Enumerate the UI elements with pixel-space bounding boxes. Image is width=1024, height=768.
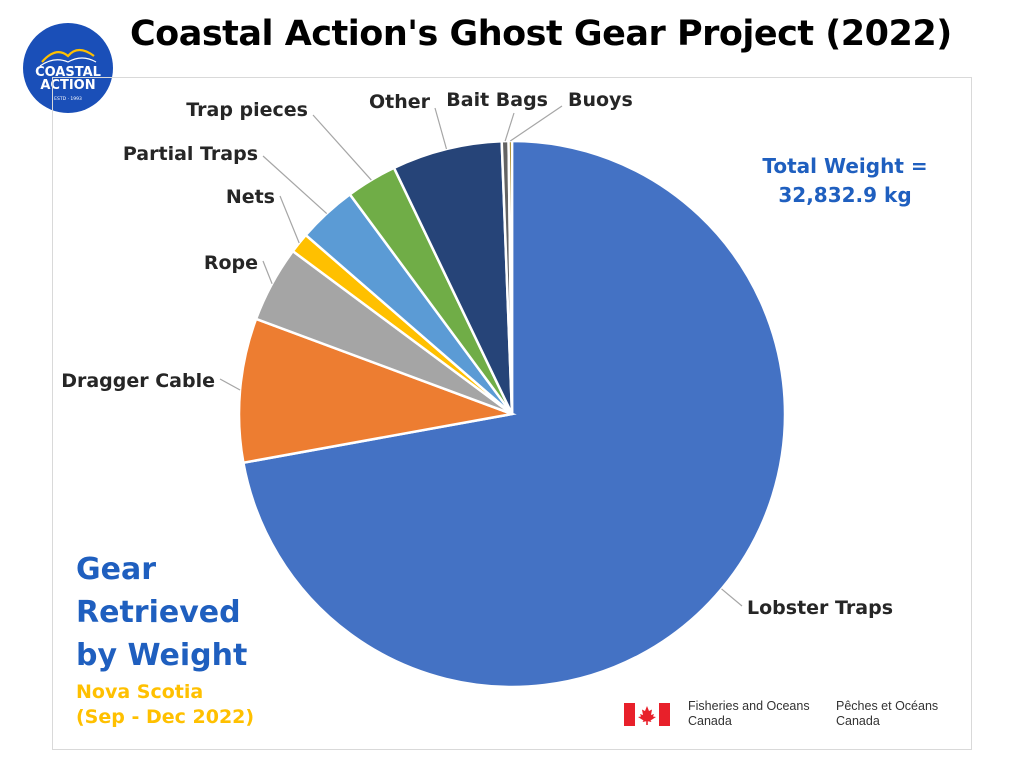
dfo-fr-line1: Pêches et Océans: [836, 699, 939, 713]
region-period: (Sep - Dec 2022): [76, 706, 255, 728]
subtitle-line1: Gear: [76, 552, 157, 587]
slice-label-lobster-traps: Lobster Traps: [747, 597, 893, 619]
leader-line-buoys: [509, 105, 563, 142]
page-title: Coastal Action's Ghost Gear Project (202…: [130, 14, 952, 54]
region-caption: Nova Scotia (Sep - Dec 2022): [76, 680, 336, 730]
leader-line-rope: [262, 260, 273, 284]
leader-line-other: [434, 107, 448, 150]
logo-line2: ACTION: [40, 78, 95, 93]
leader-line-nets: [279, 195, 300, 244]
subtitle-line2: Retrieved: [76, 595, 241, 630]
coastal-action-logo: COASTAL ACTION ESTD · 1993: [22, 22, 114, 114]
leader-line-bait-bags: [504, 112, 515, 142]
leader-line-lobster-traps: [721, 588, 743, 607]
logo-established: ESTD · 1993: [54, 96, 82, 102]
total-weight-line1: Total Weight =: [762, 154, 928, 178]
pie-slice-other: [392, 139, 514, 415]
slice-label-trap-pieces: Trap pieces: [186, 99, 308, 121]
dfo-signature: Fisheries and Oceans Canada Pêches et Oc…: [624, 699, 964, 733]
pie-slice-dragger-cable: [237, 317, 517, 465]
slice-label-bait-bags: Bait Bags: [446, 89, 548, 111]
subtitle-line3: by Weight: [76, 638, 248, 673]
slice-label-nets: Nets: [226, 186, 275, 208]
dfo-french: Pêches et Océans Canada: [836, 699, 938, 729]
slice-label-partial-traps: Partial Traps: [123, 143, 258, 165]
logo-badge-icon: COASTAL ACTION ESTD · 1993: [23, 23, 113, 113]
chart-subtitle: Gear Retrieved by Weight: [76, 548, 336, 677]
canada-flag-icon: [624, 703, 670, 726]
dfo-en-line2: Canada: [688, 714, 732, 728]
slice-label-other: Other: [369, 91, 431, 113]
logo-line1: COASTAL: [35, 65, 101, 80]
leader-line-trap-pieces: [312, 114, 372, 181]
leader-line-dragger-cable: [219, 378, 241, 391]
dfo-en-line1: Fisheries and Oceans: [688, 699, 810, 713]
dfo-fr-line2: Canada: [836, 714, 880, 728]
slice-label-dragger-cable: Dragger Cable: [61, 370, 215, 392]
leader-line-partial-traps: [262, 155, 328, 214]
chart-frame: [52, 77, 972, 750]
slice-label-rope: Rope: [204, 252, 258, 274]
region-name: Nova Scotia: [76, 681, 204, 703]
total-weight-value: 32,832.9 kg: [778, 183, 912, 207]
total-weight: Total Weight = 32,832.9 kg: [740, 152, 950, 210]
dfo-english: Fisheries and Oceans Canada: [688, 699, 810, 729]
slice-label-buoys: Buoys: [568, 89, 633, 111]
